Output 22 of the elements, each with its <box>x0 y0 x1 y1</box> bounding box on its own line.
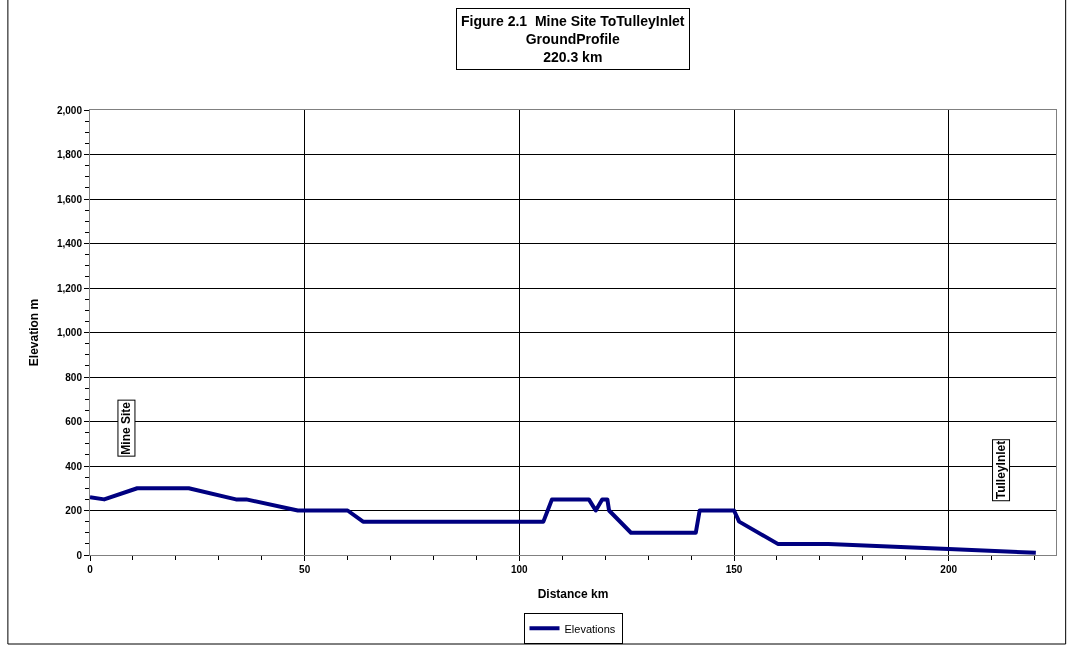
y-tick-label: 1,000 <box>56 327 83 338</box>
y-tick-label: 400 <box>65 460 83 472</box>
y-axis-title: Elevation m <box>27 298 42 367</box>
y-tick-label: 1,200 <box>56 282 83 294</box>
x-tick-label: 0 <box>87 564 94 575</box>
x-tick-label: 50 <box>299 564 311 575</box>
x-axis-title: Distance km <box>537 586 609 601</box>
x-tick-label: 200 <box>940 564 958 575</box>
y-tick-label: 800 <box>65 371 83 383</box>
y-tick-label: 1,600 <box>56 193 83 205</box>
chart-title: Figure 2.1 Mine Site ToTulleyInlet GroundProfile 220.3 km <box>461 13 685 66</box>
y-tick-label: 0 <box>76 549 83 561</box>
annotation: TulleyInlet <box>994 440 1009 500</box>
y-tick-label: 1,400 <box>56 238 83 249</box>
legend-label: Elevations <box>564 622 616 635</box>
y-tick-label: 600 <box>65 416 83 427</box>
y-tick-label: 200 <box>65 505 83 516</box>
x-tick-label: 150 <box>725 564 743 575</box>
y-tick-label: 2,000 <box>56 104 83 116</box>
annotation: Mine Site <box>119 401 134 455</box>
y-tick-label: 1,800 <box>56 149 83 160</box>
x-tick-label: 100 <box>510 564 529 575</box>
